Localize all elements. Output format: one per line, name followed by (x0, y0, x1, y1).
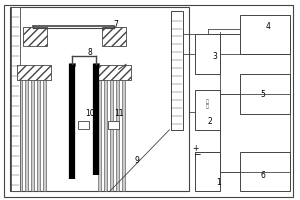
Bar (195, 34, 220, 74)
Text: 2: 2 (207, 117, 212, 126)
Text: 9: 9 (134, 156, 139, 165)
Bar (104, 80, 107, 191)
Text: 7: 7 (113, 20, 118, 29)
Text: 8: 8 (88, 48, 93, 57)
Text: −: − (193, 149, 200, 158)
Bar (31, 80, 34, 191)
Bar (108, 121, 119, 129)
Bar (240, 152, 290, 191)
Bar (96, 65, 130, 80)
Bar (37, 80, 40, 191)
Text: 6: 6 (260, 171, 265, 180)
Bar (20, 80, 22, 191)
Text: 10: 10 (85, 109, 94, 118)
Bar (69, 63, 75, 66)
Bar (116, 80, 119, 191)
Bar (195, 90, 220, 130)
Text: 气: 气 (206, 104, 209, 109)
Bar (195, 152, 220, 191)
Text: 水: 水 (206, 99, 209, 104)
Text: 1: 1 (216, 178, 220, 187)
Bar (11, 7, 20, 191)
Bar (17, 65, 52, 80)
Bar (44, 80, 46, 191)
Bar (10, 7, 189, 191)
Bar (25, 80, 28, 191)
Bar (78, 121, 89, 129)
Bar (110, 80, 113, 191)
Bar (98, 80, 101, 191)
Bar (240, 15, 290, 54)
Bar (23, 27, 47, 46)
Bar (240, 74, 290, 114)
Text: +: + (193, 144, 199, 153)
Bar (102, 27, 126, 46)
Text: 11: 11 (114, 109, 123, 118)
Text: 3: 3 (213, 52, 218, 61)
Bar (93, 63, 99, 66)
Text: 5: 5 (260, 90, 265, 99)
Bar (122, 80, 125, 191)
Text: 4: 4 (266, 22, 270, 31)
Bar (171, 11, 183, 130)
